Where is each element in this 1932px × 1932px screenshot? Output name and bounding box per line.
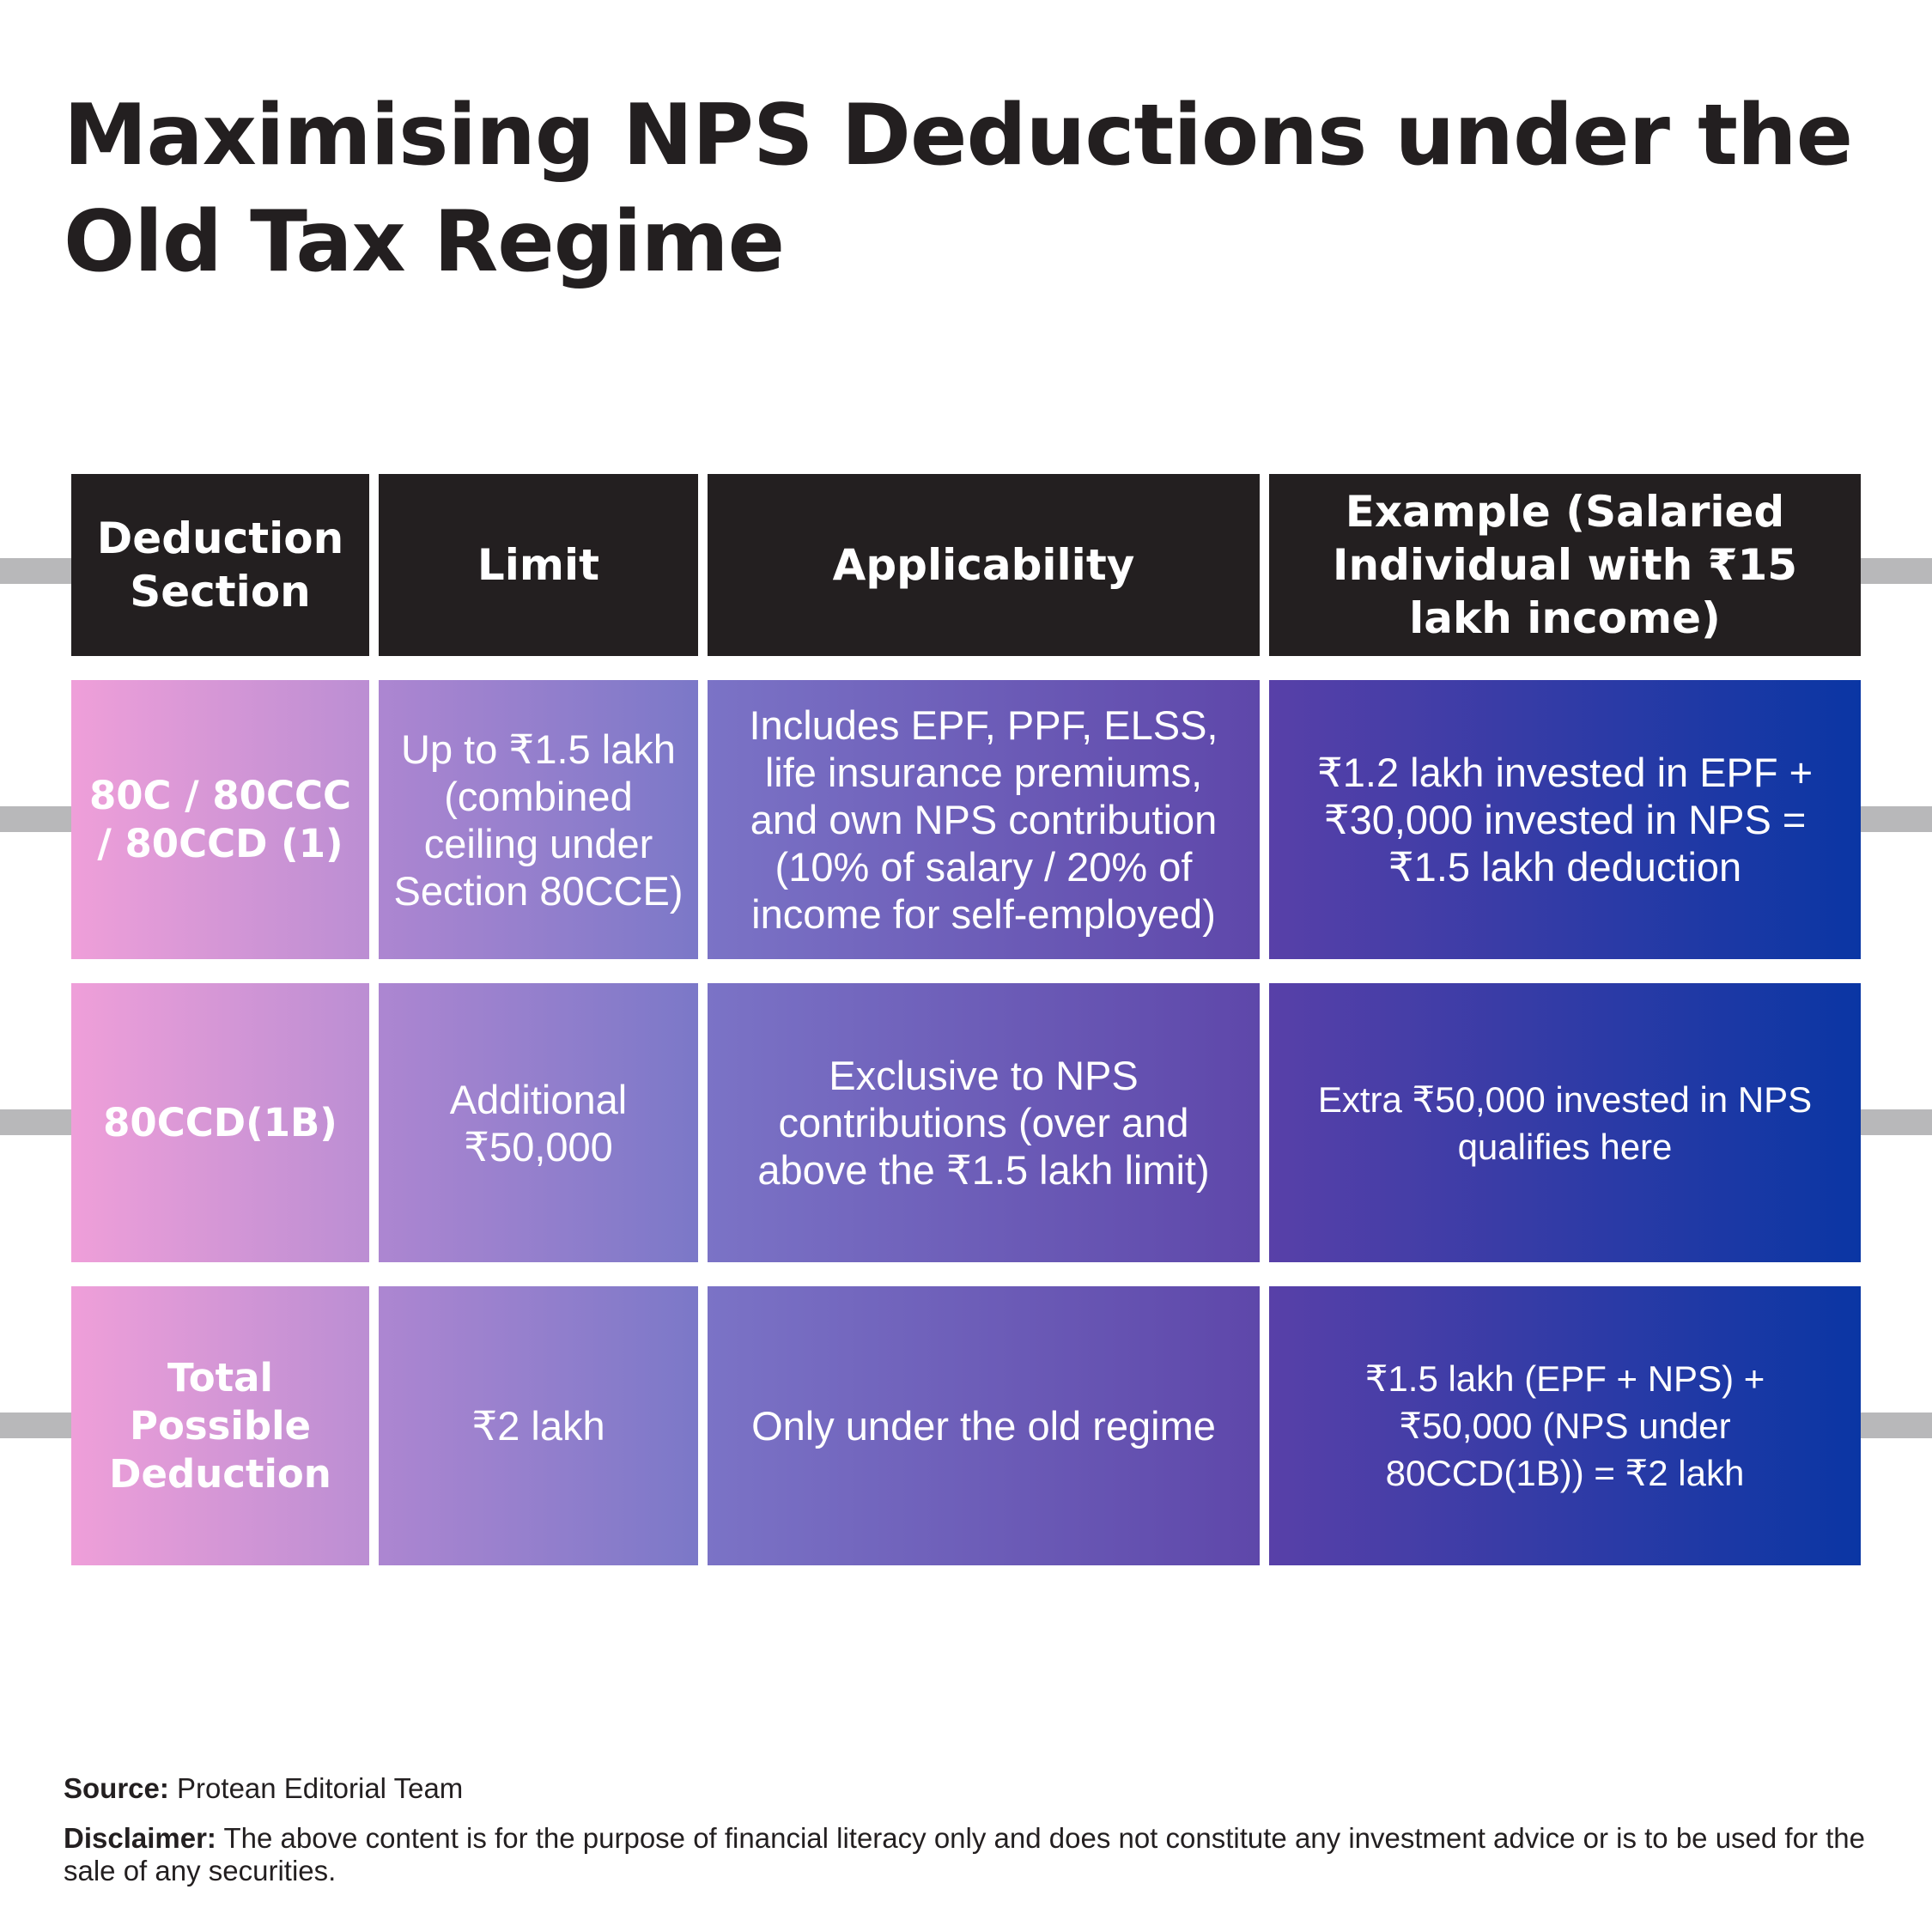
header-limit-text: Limit	[477, 540, 600, 590]
header-limit: Limit	[379, 474, 698, 656]
row-2-section: 80CCD(1B)	[71, 983, 369, 1262]
row-3-applicability: Only under the old regime	[708, 1286, 1260, 1565]
header-applicability-text: Applicability	[832, 540, 1135, 590]
row-2-limit-text: Additional ₹50,000	[449, 1076, 628, 1170]
row-1-section-text: 80C / 80CCC / 80CCD (1)	[88, 772, 352, 866]
page-title: Maximising NPS Deductions under the Old …	[64, 87, 1853, 291]
disclaimer-text: The above content is for the purpose of …	[64, 1822, 1865, 1886]
connector-right-row-1	[1855, 806, 1932, 832]
row-1-limit: Up to ₹1.5 lakh (combined ceiling under …	[379, 680, 698, 959]
row-1-applicability: Includes EPF, PPF, ELSS, life insurance …	[708, 680, 1260, 959]
connector-right-row-2	[1855, 1109, 1932, 1135]
connector-right-header	[1855, 558, 1932, 584]
row-2-example: Extra ₹50,000 invested in NPS qualifies …	[1269, 983, 1861, 1262]
row-1-example: ₹1.2 lakh invested in EPF + ₹30,000 inve…	[1269, 680, 1861, 959]
disclaimer-label: Disclaimer:	[64, 1822, 216, 1854]
row-2-applicability: Exclusive to NPS contributions (over and…	[708, 983, 1260, 1262]
row-3-applicability-text: Only under the old regime	[751, 1403, 1216, 1449]
header-example: Example (Salaried Individual with ₹15 la…	[1269, 474, 1861, 656]
row-1-limit-text: Up to ₹1.5 lakh (combined ceiling under …	[393, 726, 683, 914]
row-2-example-text: Extra ₹50,000 invested in NPS qualifies …	[1317, 1078, 1813, 1167]
connector-left-row-2	[0, 1109, 77, 1135]
header-example-text: Example (Salaried Individual with ₹15 la…	[1332, 487, 1798, 643]
row-3-limit-text: ₹2 lakh	[471, 1403, 605, 1449]
row-3-example-text: ₹1.5 lakh (EPF + NPS) + ₹50,000 (NPS und…	[1364, 1358, 1765, 1493]
header-deduction-section: Deduction Section	[71, 474, 369, 656]
connector-right-row-3	[1855, 1413, 1932, 1438]
source-text: Protean Editorial Team	[177, 1772, 464, 1804]
row-1-applicability-text: Includes EPF, PPF, ELSS, life insurance …	[749, 702, 1218, 937]
header-applicability: Applicability	[708, 474, 1260, 656]
row-3-limit: ₹2 lakh	[379, 1286, 698, 1565]
connector-left-row-3	[0, 1413, 77, 1438]
row-3-section: Total Possible Deduction	[71, 1286, 369, 1565]
row-3-section-text: Total Possible Deduction	[109, 1354, 331, 1497]
row-2-section-text: 80CCD(1B)	[103, 1099, 337, 1145]
row-3-example: ₹1.5 lakh (EPF + NPS) + ₹50,000 (NPS und…	[1269, 1286, 1861, 1565]
header-deduction-section-text: Deduction Section	[96, 513, 344, 617]
row-2-applicability-text: Exclusive to NPS contributions (over and…	[757, 1053, 1210, 1193]
source-note: Source: Protean Editorial Team	[64, 1772, 1875, 1805]
connector-left-row-1	[0, 806, 77, 832]
connector-left-header	[0, 558, 77, 584]
row-1-example-text: ₹1.2 lakh invested in EPF + ₹30,000 inve…	[1316, 750, 1814, 890]
source-label: Source:	[64, 1772, 169, 1804]
disclaimer-note: Disclaimer: The above content is for the…	[64, 1822, 1875, 1887]
row-2-limit: Additional ₹50,000	[379, 983, 698, 1262]
row-1-section: 80C / 80CCC / 80CCD (1)	[71, 680, 369, 959]
